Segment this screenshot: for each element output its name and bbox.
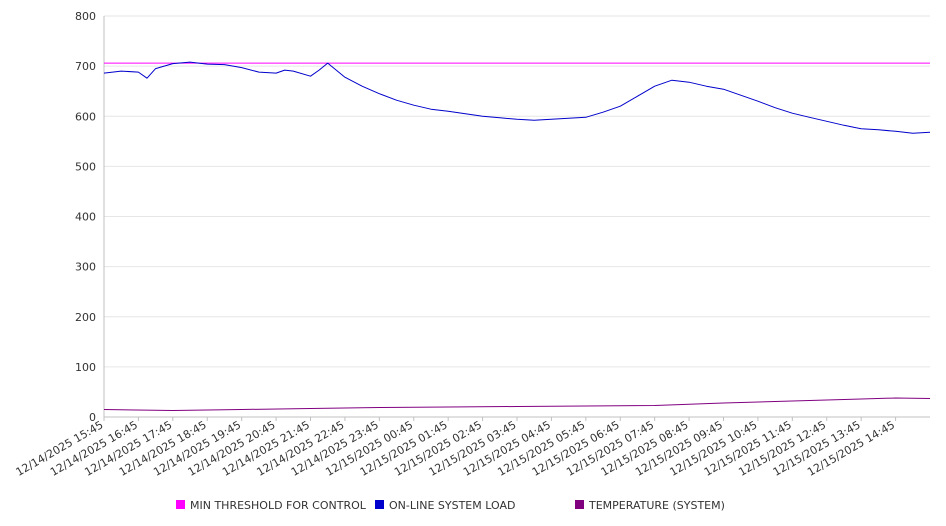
y-tick-label: 0 [89,411,96,424]
legend-swatch [575,500,584,509]
y-tick-label: 500 [75,160,96,173]
legend-swatch [375,500,384,509]
y-tick-label: 700 [75,60,96,73]
series-line-2 [103,61,931,134]
y-tick-label: 200 [75,311,96,324]
chart-legend: MIN THRESHOLD FOR CONTROL ON-LINE SYSTEM … [176,499,725,512]
series-line-3 [103,397,931,411]
chart-series [103,61,931,411]
y-tick-label: 100 [75,361,96,374]
legend-label: ON-LINE SYSTEM LOAD [389,499,515,512]
chart-grid [104,15,930,368]
legend-label: MIN THRESHOLD FOR CONTROL [190,499,367,512]
legend-swatch [176,500,185,509]
y-axis-ticks: 0 100 200 300 400 500 600 700 800 [75,10,96,424]
legend-label: TEMPERATURE (SYSTEM) [588,499,725,512]
y-tick-label: 300 [75,261,96,274]
y-tick-label: 600 [75,110,96,123]
y-tick-label: 800 [75,10,96,23]
y-tick-label: 400 [75,211,96,224]
